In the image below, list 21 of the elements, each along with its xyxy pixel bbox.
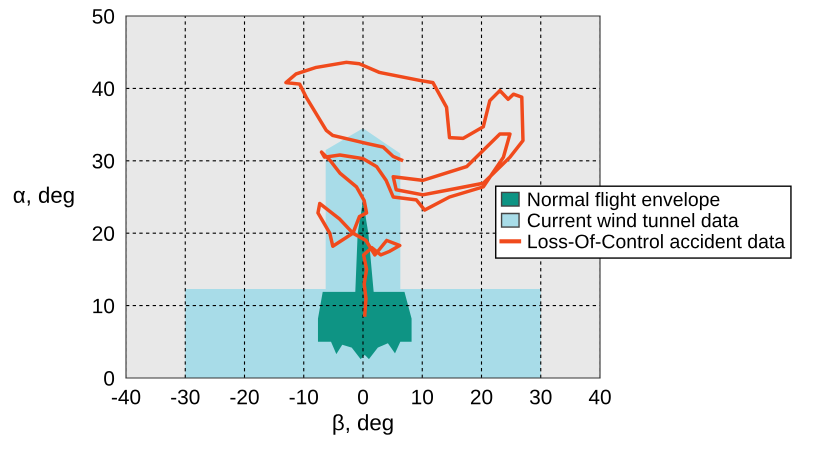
- legend-label: Current wind tunnel data: [528, 213, 739, 228]
- y-tick-label: 0: [104, 371, 114, 386]
- x-axis-title: β, deg: [333, 414, 393, 435]
- y-tick-label: 30: [92, 154, 114, 169]
- line-series: [284, 60, 525, 317]
- y-tick-label: 50: [92, 9, 114, 24]
- x-tick-label: -30: [171, 390, 200, 404]
- legend-label: Normal flight envelope: [528, 192, 720, 210]
- x-tick-label: -20: [230, 390, 259, 404]
- legend-label: Loss-Of-Control accident data: [528, 234, 786, 248]
- y-tick-label: 20: [92, 226, 114, 241]
- x-tick-label: -10: [290, 390, 318, 404]
- x-tick-label: 20: [470, 390, 492, 404]
- y-axis-title: α, deg: [14, 186, 74, 208]
- x-tick-label: -40: [112, 390, 140, 404]
- x-tick-label: 10: [412, 390, 434, 404]
- x-tick-label: 30: [530, 390, 552, 404]
- y-tick-label: 10: [93, 298, 114, 314]
- x-tick-label: 0: [358, 390, 368, 404]
- x-tick-label: 40: [588, 390, 611, 404]
- y-tick-label: 40: [92, 81, 114, 96]
